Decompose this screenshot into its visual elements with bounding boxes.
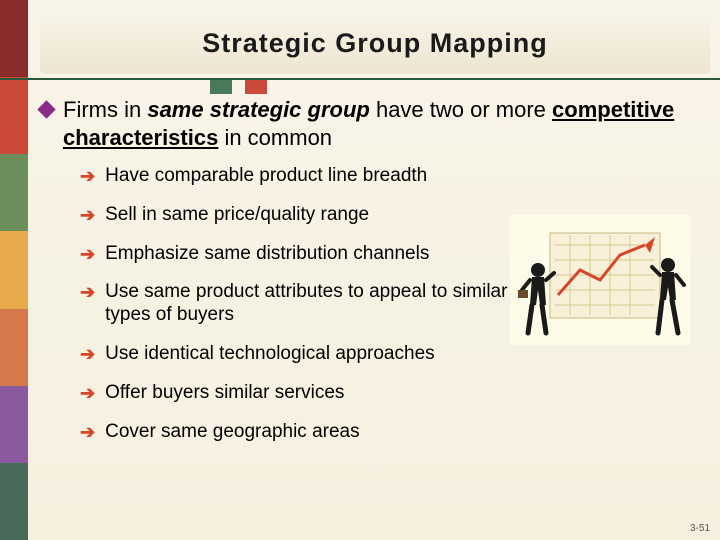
- list-item-text: Use same product attributes to appeal to…: [105, 281, 525, 327]
- slide-title-region: Strategic Group Mapping: [40, 12, 710, 74]
- page-number: 3-51: [690, 523, 710, 534]
- diamond-bullet-icon: [37, 100, 55, 118]
- list-item-text: Sell in same price/quality range: [105, 204, 369, 227]
- arrow-icon: ➔: [80, 205, 95, 226]
- accent-bar-red: [245, 80, 267, 94]
- illustration: [510, 215, 690, 345]
- list-item: ➔ Have comparable product line breadth: [80, 165, 700, 188]
- list-item: ➔ Use identical technological approaches: [80, 343, 700, 366]
- arrow-icon: ➔: [80, 344, 95, 365]
- main-bullet-text: Firms in same strategic group have two o…: [63, 96, 700, 151]
- list-item-text: Use identical technological approaches: [105, 343, 435, 366]
- arrow-icon: ➔: [80, 383, 95, 404]
- arrow-icon: ➔: [80, 166, 95, 187]
- list-item-text: Have comparable product line breadth: [105, 165, 427, 188]
- arrow-icon: ➔: [80, 422, 95, 443]
- decorative-stripe: [0, 0, 28, 540]
- list-item: ➔ Cover same geographic areas: [80, 421, 700, 444]
- arrow-icon: ➔: [80, 282, 95, 303]
- list-item-text: Offer buyers similar services: [105, 382, 344, 405]
- slide-title: Strategic Group Mapping: [202, 28, 548, 59]
- list-item-text: Cover same geographic areas: [105, 421, 360, 444]
- arrow-icon: ➔: [80, 244, 95, 265]
- list-item-text: Emphasize same distribution channels: [105, 243, 429, 266]
- list-item: ➔ Offer buyers similar services: [80, 382, 700, 405]
- divider-line: [0, 78, 720, 80]
- accent-bar-green: [210, 80, 232, 94]
- main-bullet: Firms in same strategic group have two o…: [40, 96, 700, 151]
